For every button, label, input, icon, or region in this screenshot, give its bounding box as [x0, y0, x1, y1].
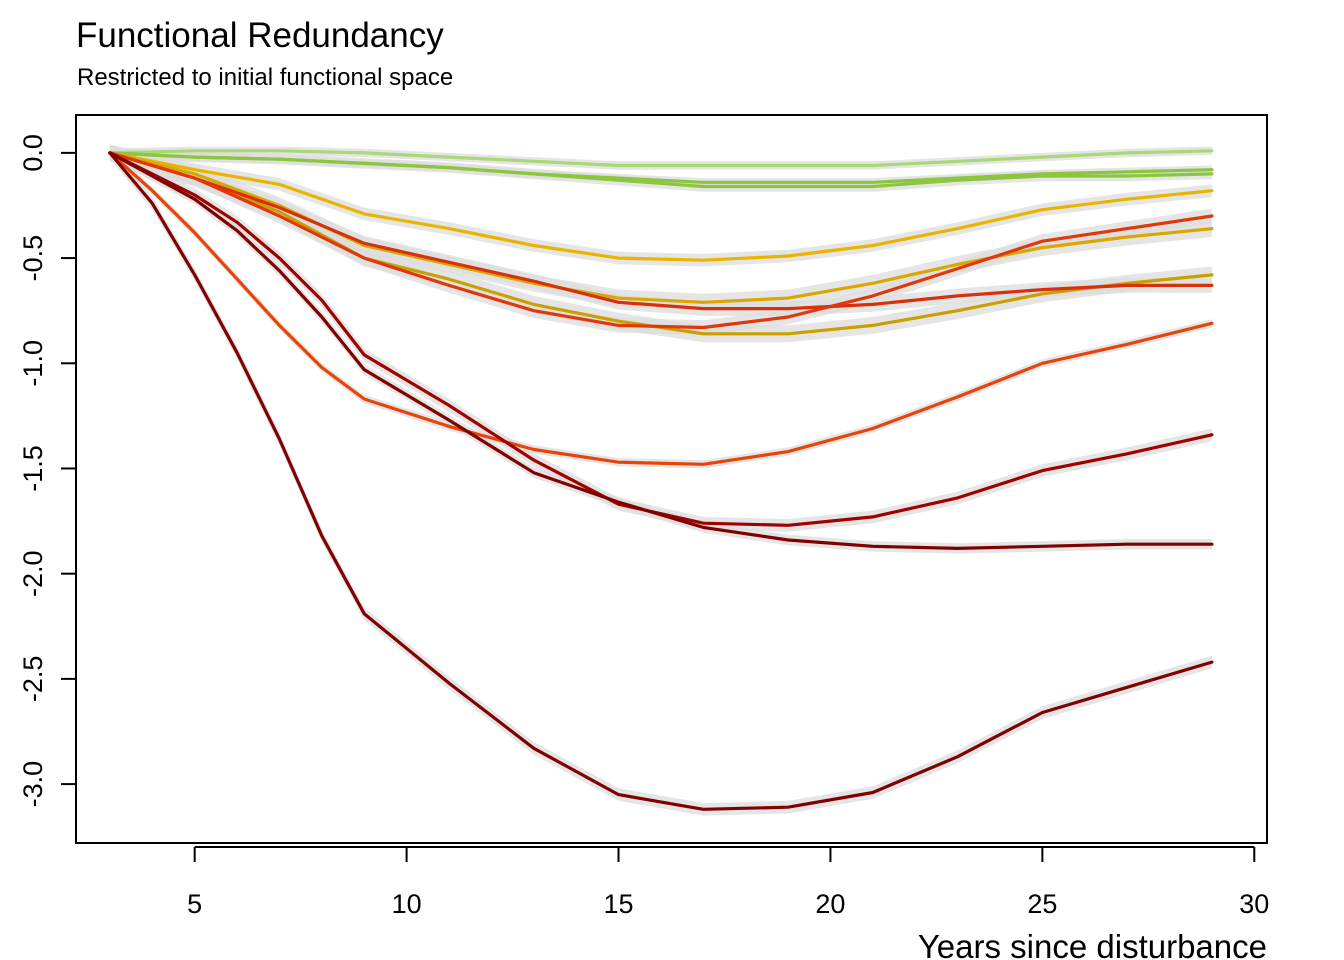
- x-tick-label: 15: [603, 889, 633, 919]
- plot-frame: [75, 114, 1268, 844]
- y-tick-label: -1.0: [18, 340, 48, 387]
- series-line-7: [108, 151, 1214, 311]
- chart-subtitle: Restricted to initial functional space: [77, 64, 454, 91]
- y-tick-label: -3.0: [18, 761, 48, 808]
- series-lines: [108, 149, 1214, 811]
- y-tick-label: -1.5: [18, 445, 48, 492]
- x-tick-label: 10: [392, 889, 422, 919]
- y-tick-label: 0.0: [18, 134, 48, 172]
- y-tick-label: -2.0: [18, 550, 48, 597]
- series-line-1: [108, 149, 1214, 168]
- x-tick-label: 30: [1239, 889, 1269, 919]
- series-line-8: [108, 151, 1214, 330]
- series-line-12: [108, 151, 1214, 811]
- y-tick-label: -2.5: [18, 656, 48, 703]
- confidence-ribbons: [109, 144, 1212, 816]
- x-tick-label: 20: [815, 889, 845, 919]
- x-axis-title: Years since disturbance: [918, 928, 1267, 960]
- y-axis: 0.0 -0.5 -1.0 -1.5 -2.0 -2.5 -3.0: [18, 134, 77, 808]
- x-tick-label: 25: [1027, 889, 1057, 919]
- series-line-10: [108, 151, 1214, 527]
- y-tick-label: -0.5: [18, 235, 48, 282]
- series-line-3: [108, 151, 1214, 189]
- x-tick-label: 5: [187, 889, 202, 919]
- ribbon-4: [109, 146, 1212, 267]
- x-axis: 5 10 15 20 25 30: [187, 846, 1269, 919]
- chart-title: Functional Redundancy: [76, 16, 444, 55]
- series-line-9: [108, 151, 1214, 466]
- series-line-4: [108, 151, 1214, 262]
- series-line-11: [108, 151, 1214, 551]
